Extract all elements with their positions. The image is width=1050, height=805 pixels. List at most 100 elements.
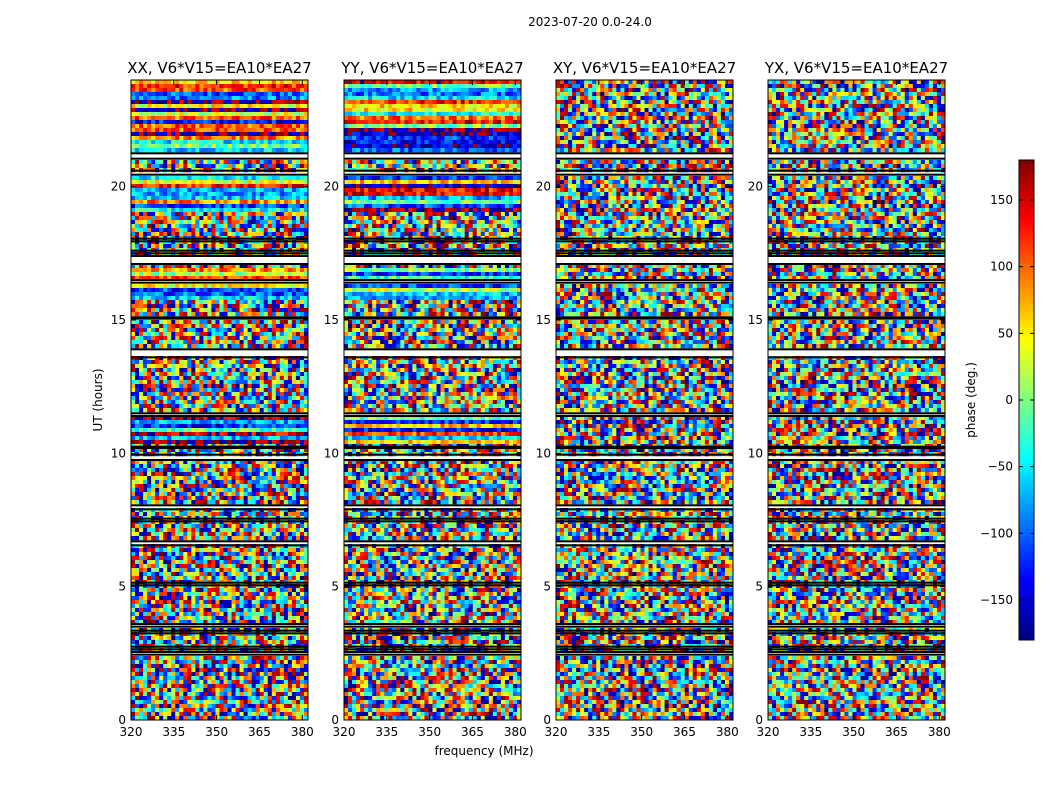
heatmap-cell: [276, 124, 280, 128]
heatmap-cell: [260, 496, 264, 500]
heatmap-cell: [135, 388, 139, 392]
heatmap-cell: [163, 432, 167, 436]
heatmap-cell: [139, 420, 143, 424]
heatmap-cell: [191, 184, 195, 188]
heatmap-cell: [187, 284, 191, 288]
heatmap-cell: [175, 572, 179, 576]
heatmap-cell: [252, 216, 256, 220]
heatmap-cell: [207, 360, 211, 364]
heatmap-cell: [163, 292, 167, 296]
heatmap-cell: [260, 212, 264, 216]
heatmap-cell: [272, 88, 276, 92]
heatmap-cell: [211, 392, 215, 396]
heatmap-cell: [296, 120, 300, 124]
heatmap-cell: [203, 512, 207, 516]
heatmap-cell: [248, 404, 252, 408]
heatmap-cell: [272, 312, 276, 316]
heatmap-cell: [151, 560, 155, 564]
heatmap-cell: [276, 100, 280, 104]
heatmap-cell: [256, 120, 260, 124]
heatmap-cell: [244, 196, 248, 200]
heatmap-cell: [135, 116, 139, 120]
heatmap-cell: [272, 532, 276, 536]
heatmap-cell: [163, 464, 167, 468]
heatmap-cell: [139, 88, 143, 92]
heatmap-cell: [240, 120, 244, 124]
heatmap-cell: [167, 92, 171, 96]
heatmap-cell: [284, 528, 288, 532]
heatmap-cell: [224, 272, 228, 276]
heatmap-cell: [175, 300, 179, 304]
heatmap-cell: [203, 320, 207, 324]
heatmap-cell: [268, 100, 272, 104]
heatmap-cell: [260, 128, 264, 132]
heatmap-cell: [288, 548, 292, 552]
heatmap-cell: [195, 328, 199, 332]
heatmap-cell: [155, 368, 159, 372]
heatmap-cell: [220, 116, 224, 120]
heatmap-cell: [187, 476, 191, 480]
heatmap-cell: [272, 148, 276, 152]
heatmap-cell: [280, 392, 284, 396]
heatmap-cell: [260, 88, 264, 92]
heatmap-cell: [224, 228, 228, 232]
heatmap-cell: [276, 400, 280, 404]
heatmap-cell: [143, 472, 147, 476]
heatmap-cell: [296, 496, 300, 500]
heatmap-cell: [131, 472, 135, 476]
heatmap-cell: [187, 232, 191, 236]
heatmap-cell: [215, 104, 219, 108]
heatmap-cell: [264, 96, 268, 100]
heatmap-cell: [211, 84, 215, 88]
heatmap-cell: [175, 296, 179, 300]
heatmap-cell: [199, 208, 203, 212]
heatmap-cell: [252, 424, 256, 428]
heatmap-cell: [179, 436, 183, 440]
heatmap-cell: [296, 440, 300, 444]
heatmap-cell: [187, 136, 191, 140]
heatmap-cell: [183, 180, 187, 184]
heatmap-cell: [211, 268, 215, 272]
heatmap-cell: [292, 84, 296, 88]
heatmap-cell: [187, 104, 191, 108]
heatmap-cell: [147, 212, 151, 216]
heatmap-cell: [139, 388, 143, 392]
heatmap-cell: [211, 272, 215, 276]
heatmap-cell: [183, 340, 187, 344]
heatmap-cell: [151, 148, 155, 152]
heatmap-cell: [171, 500, 175, 504]
heatmap-cell: [139, 572, 143, 576]
heatmap-cell: [228, 180, 232, 184]
heatmap-cell: [139, 372, 143, 376]
heatmap-cell: [232, 192, 236, 196]
heatmap-cell: [207, 288, 211, 292]
heatmap-cell: [220, 556, 224, 560]
heatmap-cell: [260, 272, 264, 276]
heatmap-cell: [252, 396, 256, 400]
heatmap-cell: [288, 468, 292, 472]
heatmap-cell: [207, 532, 211, 536]
heatmap-cell: [244, 148, 248, 152]
heatmap-cell: [232, 420, 236, 424]
heatmap-cell: [159, 388, 163, 392]
heatmap-cell: [288, 440, 292, 444]
heatmap-cell: [135, 532, 139, 536]
heatmap-cell: [215, 116, 219, 120]
heatmap-cell: [228, 576, 232, 580]
heatmap-cell: [151, 232, 155, 236]
heatmap-cell: [272, 232, 276, 236]
heatmap-cell: [292, 496, 296, 500]
heatmap-cell: [175, 220, 179, 224]
heatmap-cell: [296, 536, 300, 540]
heatmap-cell: [240, 80, 244, 84]
heatmap-cell: [260, 368, 264, 372]
heatmap-cell: [167, 420, 171, 424]
heatmap-cell: [195, 568, 199, 572]
heatmap-cell: [292, 400, 296, 404]
heatmap-cell: [220, 376, 224, 380]
heatmap-cell: [139, 548, 143, 552]
heatmap-cell: [244, 500, 248, 504]
heatmap-cell: [131, 140, 135, 144]
heatmap-cell: [135, 100, 139, 104]
heatmap-cell: [240, 308, 244, 312]
